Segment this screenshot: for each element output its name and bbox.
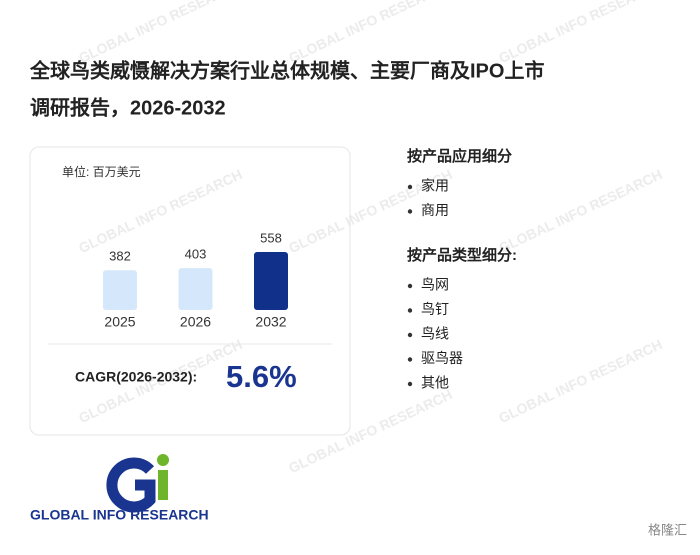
watermark: GLOBAL INFO RESEARCH bbox=[286, 386, 455, 476]
bullet bbox=[407, 381, 413, 387]
segment-item: 商用 bbox=[421, 202, 449, 218]
logo-g bbox=[106, 457, 156, 513]
logo-text: GLOBAL INFO RESEARCH bbox=[30, 507, 209, 523]
cagr-value: 5.6% bbox=[226, 359, 297, 394]
bar bbox=[178, 268, 213, 310]
bullet bbox=[407, 332, 413, 338]
watermark: GLOBAL INFO RESEARCH bbox=[496, 166, 665, 256]
bar bbox=[254, 252, 288, 310]
title: 调研报告，2026-2032 bbox=[30, 95, 226, 119]
x-tick-label: 2026 bbox=[180, 314, 211, 330]
watermark: GLOBAL INFO RESEARCH bbox=[76, 0, 245, 66]
cagr-label: CAGR(2026-2032): bbox=[75, 369, 197, 385]
source-watermark: 格隆汇 bbox=[648, 522, 687, 537]
logo-dot bbox=[157, 454, 169, 466]
chart-card bbox=[29, 146, 351, 436]
logo: GLOBAL INFO RESEARCH bbox=[30, 454, 209, 523]
value-label: 403 bbox=[185, 247, 207, 262]
logo-i bbox=[158, 470, 168, 500]
watermark: GLOBAL INFO RESEARCH bbox=[496, 0, 665, 66]
title: 全球鸟类威慑解决方案行业总体规模、主要厂商及IPO上市 bbox=[29, 58, 544, 82]
segment-item: 其他 bbox=[421, 375, 449, 391]
value-label: 382 bbox=[109, 249, 131, 264]
segment-title: 按产品类型细分: bbox=[407, 246, 517, 264]
unit-label: 单位: 百万美元 bbox=[62, 164, 141, 179]
x-tick-label: 2025 bbox=[104, 314, 135, 330]
segment-title: 按产品应用细分 bbox=[407, 147, 512, 165]
bullet bbox=[407, 209, 413, 214]
segment-item: 鸟网 bbox=[421, 277, 449, 293]
segment-item: 鸟线 bbox=[421, 326, 449, 342]
x-tick-label: 2032 bbox=[255, 314, 286, 330]
bar bbox=[103, 270, 137, 310]
bullet bbox=[407, 357, 413, 362]
bullet bbox=[407, 283, 413, 289]
bullet bbox=[407, 184, 413, 190]
value-label: 558 bbox=[260, 230, 282, 245]
watermark: GLOBAL INFO RESEARCH bbox=[286, 0, 455, 66]
segment-item: 鸟钉 bbox=[421, 301, 449, 317]
segment-item: 家用 bbox=[421, 178, 449, 194]
watermark: GLOBAL INFO RESEARCH bbox=[496, 336, 665, 426]
watermark: GLOBAL INFO RESEARCH bbox=[76, 166, 245, 256]
bullet bbox=[407, 308, 413, 313]
segment-item: 驱鸟器 bbox=[421, 350, 463, 366]
